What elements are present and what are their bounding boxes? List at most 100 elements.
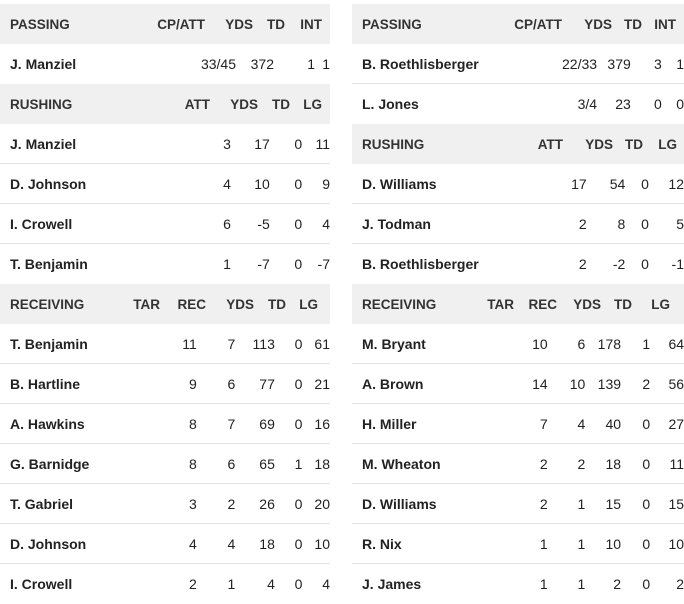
stat-lg: 5 [676,215,684,232]
stat-tar: 9 [188,375,197,392]
player-name[interactable]: J. Manziel [10,56,77,72]
player-name[interactable]: D. Williams [362,175,437,192]
stat-yds: -7 [257,256,270,272]
player-name[interactable]: L. Jones [362,96,419,112]
stat-lg: 9 [322,175,330,192]
stat-rec: 1 [577,576,586,592]
player-row: G. Barnidge 8 6 65 1 18 [0,444,330,484]
player-name[interactable]: T. Gabriel [10,495,74,512]
stat-yds: 10 [254,175,270,192]
rushing-header-row: RUSHING ATT YDS TD LG [0,84,330,124]
stat-tar: 10 [532,335,548,352]
stat-yds: 2 [613,576,622,592]
player-name[interactable]: G. Barnidge [10,455,90,472]
stat-td: 0 [641,215,649,232]
player-name[interactable]: R. Nix [362,535,402,552]
stat-yds: 4 [267,576,275,592]
column-header-lg: LG [303,96,322,112]
player-row: I. Crowell 2 1 4 0 4 [0,564,330,604]
player-name[interactable]: B. Hartline [10,375,81,392]
column-header-lg: LG [651,296,670,312]
stat-lg: 18 [314,455,330,472]
stat-int: 1 [322,56,330,72]
stat-att: 2 [578,256,587,272]
player-row: D. Johnson 4 10 0 9 [0,164,330,204]
stat-att: 6 [223,215,231,232]
stat-att: 1 [223,256,231,272]
player-row: M. Bryant 10 6 178 1 64 [352,324,684,364]
stat-td: 0 [642,535,651,552]
stat-lg: 15 [668,495,684,512]
stat-yds: 178 [597,335,622,352]
column-header-att: ATT [184,96,210,112]
stat-lg: 21 [314,375,330,392]
player-name[interactable]: A. Hawkins [10,415,85,432]
stat-td: 0 [294,135,303,152]
player-row: L. Jones 3/4 23 0 0 [352,84,684,124]
player-name[interactable]: D. Johnson [10,535,87,552]
player-name[interactable]: H. Miller [362,415,417,432]
player-name[interactable]: A. Brown [362,375,424,392]
column-header-int: INT [300,16,322,32]
stat-td: 0 [294,175,303,192]
player-name[interactable]: J. James [362,576,422,592]
column-header-cp-att: CP/ATT [514,16,562,32]
stat-yds: 26 [259,495,275,512]
stat-att: 3 [223,135,231,152]
column-header-yds: YDS [584,16,612,32]
player-name[interactable]: J. Manziel [10,135,77,152]
stat-att: 4 [223,175,231,192]
player-row: T. Benjamin 1 -7 0 -7 [0,244,330,284]
passing-section-title: PASSING [10,16,70,32]
stat-td: 0 [642,415,651,432]
stat-yds: -2 [612,256,626,272]
player-name[interactable]: B. Roethlisberger [362,256,479,272]
stat-td: 0 [641,256,649,272]
stat-cp-att: 22/33 [562,55,598,72]
player-name[interactable]: D. Williams [362,495,437,512]
stat-rec: 1 [577,535,586,552]
player-name[interactable]: J. Todman [362,215,431,232]
stat-yds: 372 [250,56,274,72]
stat-yds: 77 [259,375,275,392]
column-header-tar: TAR [133,296,160,312]
stat-tar: 7 [539,415,548,432]
rushing-section-title: RUSHING [10,96,73,112]
stat-td: 0 [294,215,303,232]
column-header-td: TD [268,296,286,312]
player-name[interactable]: T. Benjamin [10,335,88,352]
stat-td: 0 [641,175,649,192]
stat-lg: 56 [668,375,684,392]
stat-yds: 40 [605,415,622,432]
stat-yds: 69 [259,415,275,432]
player-name[interactable]: M. Bryant [362,335,426,352]
stat-lg: 4 [322,576,330,592]
stat-td: 0 [654,96,662,112]
stat-tar: 1 [539,576,548,592]
player-name[interactable]: D. Johnson [10,175,87,192]
stat-lg: -7 [317,256,330,272]
stat-tar: 3 [188,495,197,512]
stat-rec: 1 [227,576,236,592]
stat-td: 1 [294,455,303,472]
player-row: M. Wheaton 2 2 18 0 11 [352,444,684,484]
column-header-lg: LG [299,296,318,312]
player-name[interactable]: I. Crowell [10,215,73,232]
stat-rec: 2 [577,455,586,472]
player-name[interactable]: M. Wheaton [362,455,441,472]
stat-yds: 23 [615,96,631,112]
stat-yds: 379 [607,55,631,72]
player-name[interactable]: I. Crowell [10,576,73,592]
stat-td: 0 [294,495,303,512]
player-name[interactable]: T. Benjamin [10,256,88,272]
player-name[interactable]: B. Roethlisberger [362,55,479,72]
stat-lg: 20 [314,495,330,512]
stat-yds: 18 [605,455,622,472]
receiving-section-title: RECEIVING [362,296,437,312]
player-row: D. Williams 2 1 15 0 15 [352,484,684,524]
stat-tar: 8 [188,415,197,432]
stat-yds: -5 [257,215,270,232]
stat-yds: 17 [254,135,270,152]
stat-rec: 10 [569,375,586,392]
receiving-header-row: RECEIVING TAR REC YDS TD LG [352,284,684,324]
